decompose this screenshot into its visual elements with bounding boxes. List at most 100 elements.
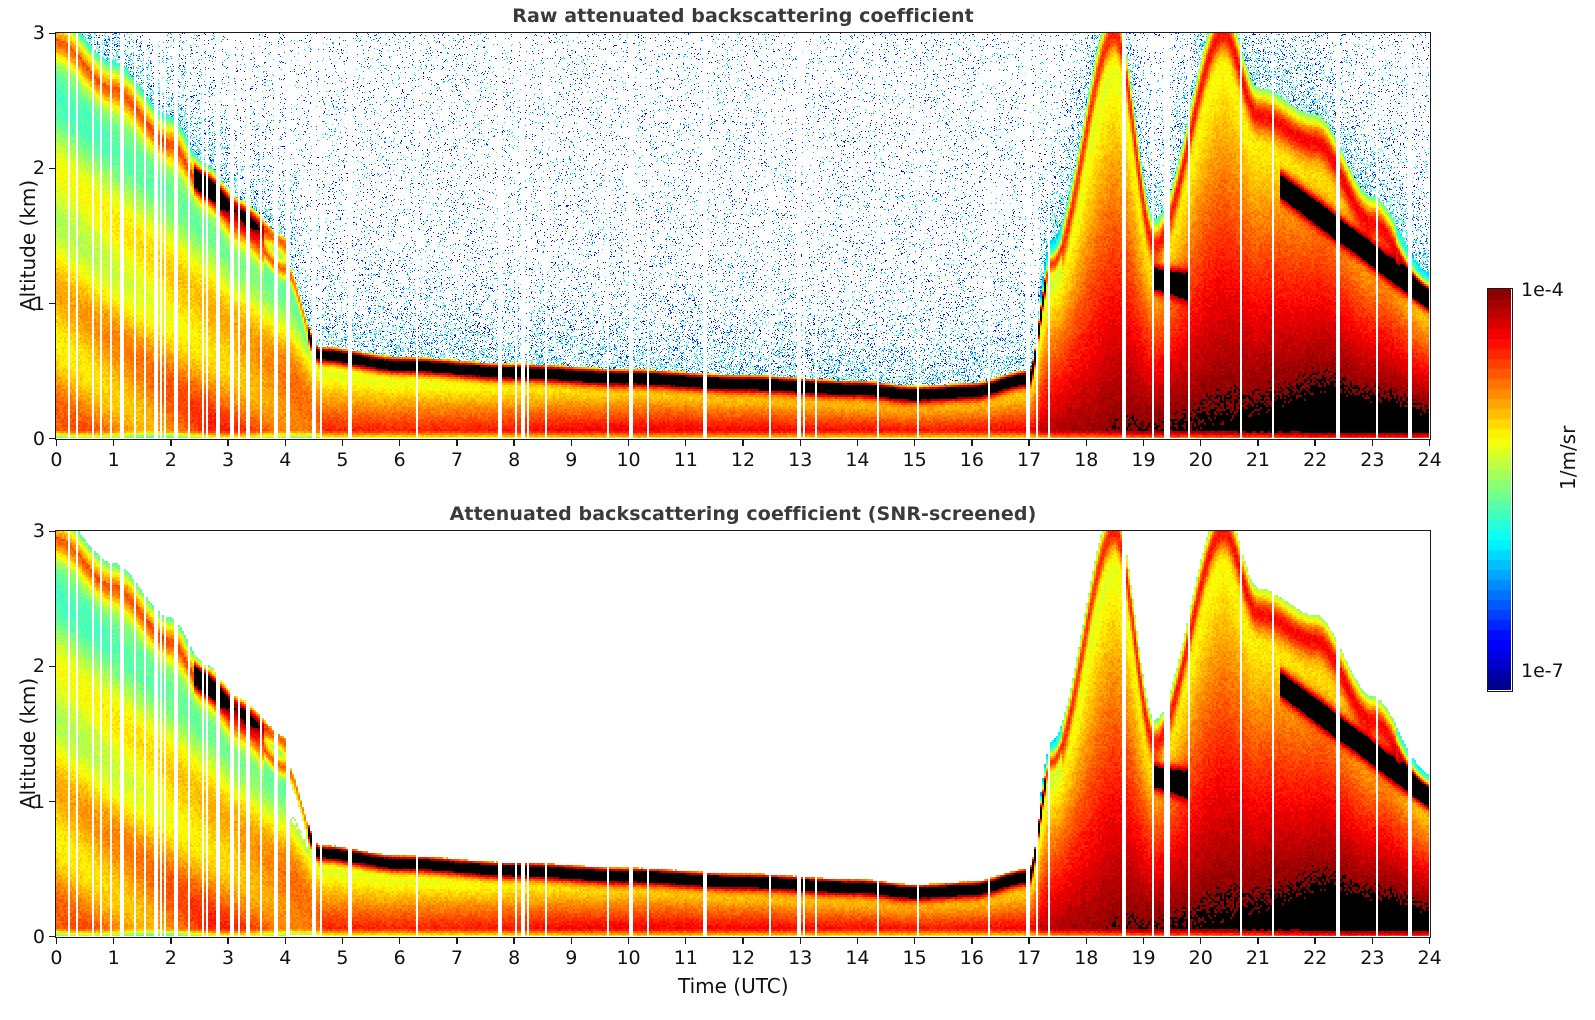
- x-tick-8: [513, 440, 515, 446]
- y-tick-1: [49, 800, 55, 803]
- x-tick-11: [685, 440, 687, 446]
- x-tick-label-12: 12: [730, 449, 756, 471]
- x-tick-7: [456, 938, 458, 944]
- x-tick-label-2: 2: [164, 449, 177, 471]
- x-tick-label-1: 1: [107, 947, 120, 969]
- y-tick-label-0: 0: [32, 427, 45, 450]
- x-tick-label-13: 13: [788, 947, 813, 969]
- x-tick-label-16: 16: [959, 449, 984, 471]
- x-tick-2: [170, 440, 172, 446]
- x-tick-9: [570, 440, 573, 446]
- x-tick-label-20: 20: [1188, 449, 1213, 471]
- x-tick-23: [1371, 440, 1374, 446]
- x-tick-16: [971, 440, 973, 446]
- x-tick-18: [1085, 938, 1087, 944]
- heatmap-canvas-raw: [56, 33, 1429, 438]
- y-tick-label-3: 3: [32, 22, 45, 45]
- x-tick-5: [341, 938, 344, 944]
- x-tick-label-3: 3: [222, 947, 235, 969]
- y-tick-3: [49, 530, 55, 533]
- x-tick-label-24: 24: [1417, 449, 1442, 471]
- x-tick-label-11: 11: [673, 947, 698, 969]
- x-tick-3: [227, 938, 229, 944]
- x-tick-5: [341, 440, 344, 446]
- x-tick-0: [55, 938, 58, 944]
- y-tick-label-1: 1: [32, 292, 45, 315]
- x-tick-label-18: 18: [1074, 947, 1099, 969]
- x-tick-15: [913, 440, 916, 446]
- x-tick-17: [1028, 938, 1030, 944]
- x-tick-label-7: 7: [450, 449, 463, 471]
- x-tick-22: [1314, 440, 1316, 446]
- x-tick-label-19: 19: [1131, 449, 1156, 471]
- colorbar-min-label: 1e-7: [1521, 660, 1564, 682]
- x-tick-8: [513, 938, 515, 944]
- x-tick-label-4: 4: [279, 947, 292, 969]
- x-tick-label-4: 4: [279, 449, 292, 471]
- y-axis-title-bot: Altitude (km): [16, 677, 40, 809]
- x-tick-label-22: 22: [1303, 449, 1328, 471]
- x-tick-24: [1428, 440, 1431, 446]
- x-tick-9: [570, 938, 573, 944]
- x-tick-6: [399, 938, 401, 944]
- panel-title-screened: Attenuated backscattering coefficient (S…: [449, 503, 1037, 525]
- x-tick-label-24: 24: [1417, 947, 1442, 969]
- x-tick-19: [1142, 440, 1145, 446]
- x-axis-title: Time (UTC): [678, 974, 789, 998]
- x-tick-14: [856, 440, 859, 446]
- x-tick-22: [1314, 938, 1316, 944]
- x-tick-15: [913, 938, 916, 944]
- x-tick-label-18: 18: [1074, 449, 1099, 471]
- x-tick-label-11: 11: [673, 449, 698, 471]
- x-tick-1: [112, 440, 115, 446]
- x-tick-label-23: 23: [1360, 449, 1385, 471]
- y-tick-2: [49, 167, 55, 170]
- x-tick-17: [1028, 440, 1030, 446]
- x-tick-label-9: 9: [565, 449, 578, 471]
- x-tick-12: [742, 440, 744, 446]
- y-tick-label-0: 0: [32, 925, 45, 948]
- x-tick-label-20: 20: [1188, 947, 1213, 969]
- x-tick-24: [1428, 938, 1431, 944]
- plot-area-raw: [55, 32, 1431, 440]
- x-tick-4: [284, 440, 286, 446]
- x-tick-label-6: 6: [393, 449, 406, 471]
- x-tick-21: [1257, 440, 1259, 446]
- x-tick-label-5: 5: [336, 449, 349, 471]
- x-tick-label-0: 0: [50, 449, 63, 471]
- x-tick-23: [1371, 938, 1374, 944]
- x-tick-6: [399, 440, 401, 446]
- x-tick-label-10: 10: [616, 449, 641, 471]
- x-tick-13: [799, 938, 801, 944]
- colorbar-max-label: 1e-4: [1521, 279, 1564, 301]
- x-tick-label-7: 7: [450, 947, 463, 969]
- y-tick-label-3: 3: [32, 520, 45, 543]
- colorbar: [1487, 288, 1513, 692]
- x-tick-2: [170, 938, 172, 944]
- x-tick-label-21: 21: [1245, 449, 1271, 471]
- y-tick-1: [49, 302, 55, 305]
- x-tick-label-15: 15: [902, 449, 927, 471]
- x-tick-12: [742, 938, 744, 944]
- x-tick-label-12: 12: [730, 947, 756, 969]
- x-tick-label-1: 1: [107, 449, 120, 471]
- x-tick-18: [1085, 440, 1087, 446]
- y-tick-0: [49, 935, 55, 938]
- x-tick-14: [856, 938, 859, 944]
- x-tick-19: [1142, 938, 1145, 944]
- x-tick-10: [627, 440, 630, 446]
- x-tick-label-14: 14: [845, 947, 870, 969]
- x-tick-1: [112, 938, 115, 944]
- y-axis-title-top: Altitude (km): [16, 179, 40, 311]
- x-tick-label-8: 8: [508, 449, 521, 471]
- x-tick-label-19: 19: [1131, 947, 1156, 969]
- heatmap-canvas-screened: [56, 531, 1429, 936]
- x-tick-21: [1257, 938, 1259, 944]
- x-tick-label-22: 22: [1303, 947, 1328, 969]
- x-tick-7: [456, 440, 458, 446]
- x-tick-label-2: 2: [164, 947, 177, 969]
- y-tick-3: [49, 32, 55, 35]
- x-tick-label-0: 0: [50, 947, 63, 969]
- y-tick-label-2: 2: [32, 157, 45, 180]
